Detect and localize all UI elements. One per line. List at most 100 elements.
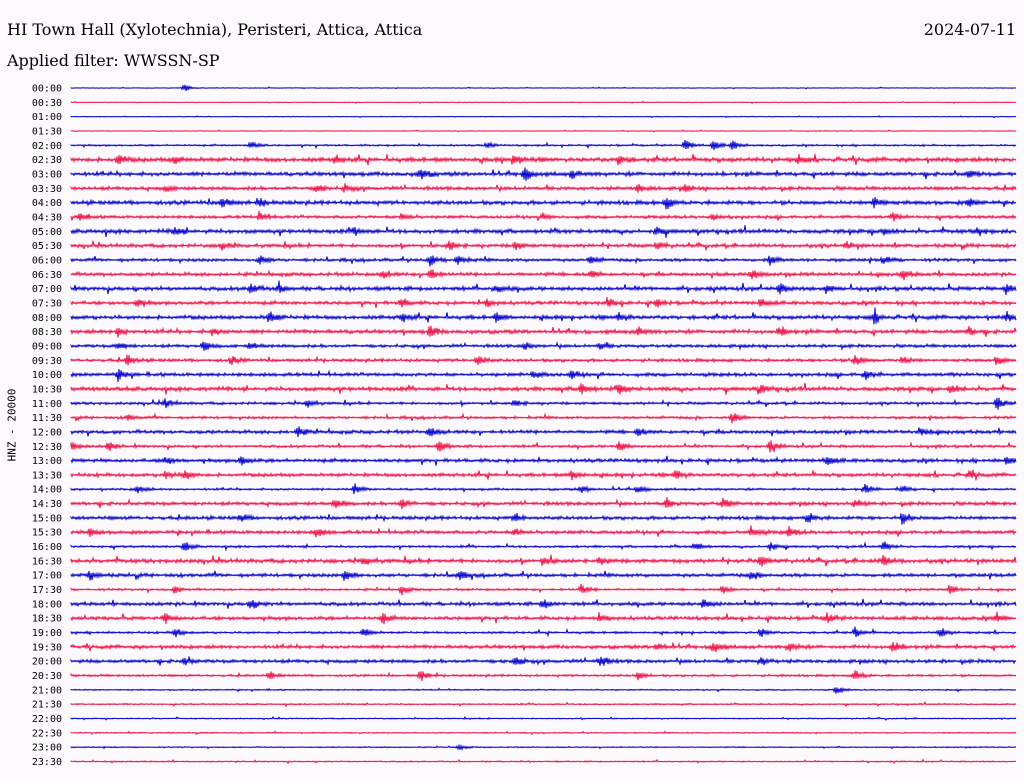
trace-1230 — [70, 440, 1017, 453]
row-time-label: 17:00 — [32, 571, 62, 582]
trace-0100 — [70, 115, 1017, 119]
row-time-label: 07:00 — [32, 284, 62, 295]
row-time-label: 22:00 — [32, 714, 62, 725]
trace-0000 — [70, 84, 1017, 91]
trace-2330 — [70, 758, 1017, 765]
trace-2130 — [70, 700, 1017, 708]
tick-label-group: 00:00 00:30 01:00 01:30 02:00 02:30 03:00 03:30… — [32, 84, 62, 769]
row-time-label: 11:00 — [32, 399, 62, 410]
row-time-label: 20:30 — [32, 671, 62, 682]
trace-0900 — [70, 341, 1017, 351]
row-time-label: 15:00 — [32, 513, 62, 524]
trace-1300 — [70, 455, 1017, 466]
trace-1730 — [70, 584, 1017, 596]
trace-1930 — [70, 641, 1017, 653]
row-time-label: 03:30 — [32, 184, 62, 195]
trace-0230 — [70, 153, 1017, 166]
row-time-label: 11:30 — [32, 413, 62, 424]
row-time-label: 18:30 — [32, 614, 62, 625]
trace-2300 — [70, 743, 1017, 752]
row-time-label: 14:30 — [32, 499, 62, 510]
row-time-label: 20:00 — [32, 657, 62, 668]
row-time-label: 04:00 — [32, 198, 62, 209]
row-time-label: 16:30 — [32, 556, 62, 567]
row-time-label: 00:00 — [32, 84, 62, 95]
trace-1430 — [70, 497, 1017, 510]
trace-1400 — [70, 483, 1017, 495]
row-time-label: 06:30 — [32, 270, 62, 281]
trace-0630 — [70, 269, 1017, 281]
row-time-label: 16:00 — [32, 542, 62, 553]
trace-0330 — [70, 183, 1017, 193]
trace-0130 — [70, 129, 1017, 133]
trace-1830 — [70, 611, 1017, 625]
trace-0800 — [70, 307, 1017, 325]
row-time-label: 19:00 — [32, 628, 62, 639]
row-time-label: 04:30 — [32, 212, 62, 223]
row-time-label: 14:00 — [32, 485, 62, 496]
row-time-label: 03:00 — [32, 169, 62, 180]
row-time-label: 12:30 — [32, 442, 62, 453]
trace-0300 — [70, 167, 1017, 181]
row-time-label: 01:30 — [32, 126, 62, 137]
row-time-label: 09:00 — [32, 341, 62, 352]
trace-group — [70, 84, 1017, 765]
row-time-label: 09:30 — [32, 356, 62, 367]
row-time-label: 18:00 — [32, 599, 62, 610]
trace-1500 — [70, 513, 1017, 525]
row-time-label: 13:00 — [32, 456, 62, 467]
trace-0400 — [70, 197, 1017, 210]
trace-2200 — [70, 716, 1017, 721]
trace-1100 — [70, 397, 1017, 410]
trace-0430 — [70, 210, 1017, 222]
trace-2100 — [70, 687, 1017, 694]
row-time-label: 02:00 — [32, 141, 62, 152]
trace-1130 — [70, 412, 1017, 424]
row-time-label: 13:30 — [32, 470, 62, 481]
row-time-label: 01:00 — [32, 112, 62, 123]
trace-0500 — [70, 225, 1017, 239]
trace-1700 — [70, 570, 1017, 581]
row-time-label: 10:30 — [32, 384, 62, 395]
trace-1030 — [70, 382, 1017, 395]
trace-0030 — [70, 100, 1017, 104]
row-time-label: 02:30 — [32, 155, 62, 166]
row-time-label: 23:00 — [32, 743, 62, 754]
trace-0830 — [70, 325, 1017, 338]
row-time-label: 10:00 — [32, 370, 62, 381]
row-time-label: 05:00 — [32, 227, 62, 238]
row-time-label: 08:00 — [32, 313, 62, 324]
trace-1800 — [70, 598, 1017, 609]
trace-0200 — [70, 139, 1017, 151]
trace-2030 — [70, 670, 1017, 682]
row-time-label: 06:00 — [32, 255, 62, 266]
trace-1600 — [70, 541, 1017, 552]
trace-0700 — [70, 280, 1017, 296]
date-label: 2024-07-11 — [923, 20, 1016, 39]
trace-0600 — [70, 255, 1017, 267]
row-time-label: 22:30 — [32, 728, 62, 739]
trace-1900 — [70, 626, 1017, 638]
row-time-label: 21:00 — [32, 685, 62, 696]
trace-2000 — [70, 656, 1017, 666]
trace-1630 — [70, 554, 1017, 567]
row-time-label: 07:30 — [32, 298, 62, 309]
trace-0930 — [70, 354, 1017, 366]
row-time-label: 05:30 — [32, 241, 62, 252]
trace-1330 — [70, 469, 1017, 481]
filter-label: Applied filter: WWSSN-SP — [7, 51, 220, 70]
row-time-label: 00:30 — [32, 98, 62, 109]
trace-2230 — [70, 730, 1017, 736]
trace-1200 — [70, 426, 1017, 438]
trace-1530 — [70, 525, 1017, 538]
row-time-label: 23:30 — [32, 757, 62, 768]
trace-0730 — [70, 297, 1017, 308]
row-time-label: 21:30 — [32, 700, 62, 711]
trace-0530 — [70, 240, 1017, 251]
row-time-label: 15:30 — [32, 528, 62, 539]
row-time-label: 08:30 — [32, 327, 62, 338]
station-title: HI Town Hall (Xylotechnia), Peristeri, A… — [7, 20, 423, 39]
trace-1000 — [70, 369, 1017, 382]
row-time-label: 19:30 — [32, 642, 62, 653]
